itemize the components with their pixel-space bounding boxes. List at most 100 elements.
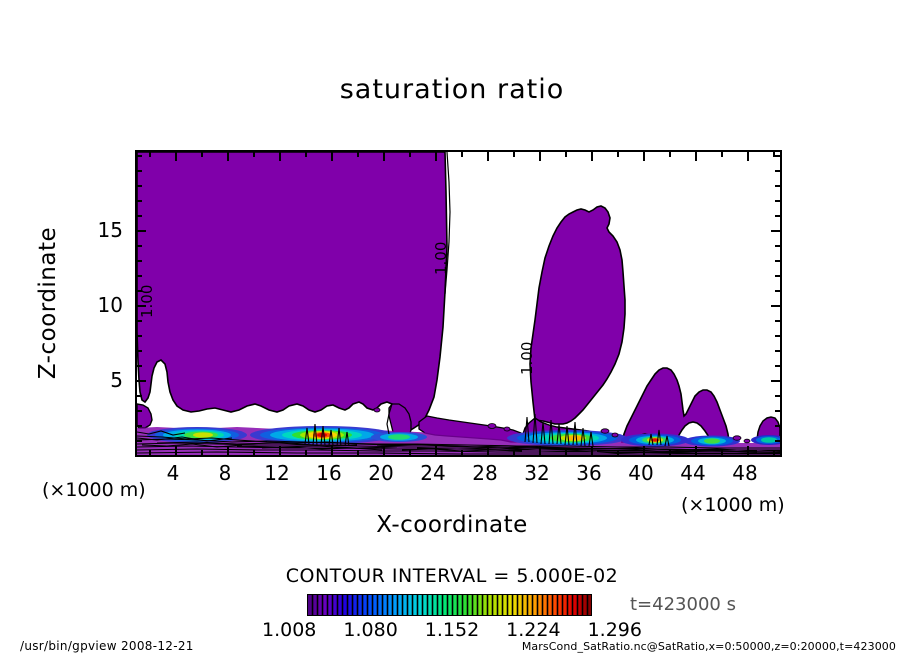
y-tick-right (775, 410, 780, 412)
y-tick-right (775, 155, 780, 157)
y-tick-right (771, 380, 780, 382)
y-tick-right (775, 200, 780, 202)
y-tick-right (771, 230, 780, 232)
x-axis-title: X-coordinate (376, 512, 528, 538)
x-tick-major (643, 446, 645, 455)
y-axis-title: Z-coordinate (35, 226, 61, 380)
highvalue-core-7 (751, 435, 780, 445)
x-tick-major (227, 446, 229, 455)
x-tick-top (279, 152, 281, 161)
colorbar-gradient (308, 595, 591, 615)
y-tick-right (775, 290, 780, 292)
x-tick-minor (721, 450, 723, 455)
y-tick-major (137, 380, 146, 382)
y-tick-minor (137, 275, 142, 277)
x-tick-top (695, 152, 697, 161)
contour-label: 1.00 (138, 284, 156, 318)
x-tick-label: 32 (524, 461, 550, 485)
x-tick-minor (201, 450, 203, 455)
x-tick-top (721, 152, 723, 157)
x-tick-major (487, 446, 489, 455)
y-tick-right (775, 440, 780, 442)
y-tick-right (775, 275, 780, 277)
y-tick-right (775, 320, 780, 322)
x-tick-top (617, 152, 619, 157)
x-tick-minor (149, 450, 151, 455)
y-tick-minor (137, 320, 142, 322)
x-tick-top (669, 152, 671, 157)
x-tick-minor (669, 450, 671, 455)
y-tick-minor (137, 290, 142, 292)
x-tick-minor (513, 450, 515, 455)
time-label: t=423000 s (630, 594, 736, 615)
y-tick-label: 15 (97, 218, 123, 242)
y-tick-minor (137, 260, 142, 262)
y-tick-minor (137, 170, 142, 172)
y-tick-minor (137, 410, 142, 412)
x-tick-top (487, 152, 489, 161)
x-tick-top (175, 152, 177, 161)
x-tick-label: 24 (420, 461, 446, 485)
x-tick-label: 44 (680, 461, 706, 485)
y-tick-right (775, 170, 780, 172)
y-tick-minor (137, 395, 142, 397)
x-tick-top (513, 152, 515, 157)
scattered-blobs (373, 407, 751, 444)
highvalue-core-5 (621, 433, 689, 447)
y-tick-minor (137, 365, 142, 367)
x-tick-label: 48 (732, 461, 758, 485)
cloud-region-central-plume (529, 205, 626, 425)
x-tick-major (591, 446, 593, 455)
x-tick-minor (409, 450, 411, 455)
footer-dataset-info: MarsCond_SatRatio.nc@SatRatio,x=0:50000,… (521, 640, 896, 653)
contour-spikes (304, 413, 670, 447)
colorbar (307, 594, 592, 616)
y-tick-minor (137, 155, 142, 157)
y-tick-minor (137, 440, 142, 442)
x-tick-top (227, 152, 229, 161)
x-axis-unit: (×1000 m) (681, 494, 785, 516)
colorbar-tick-label: 1.296 (587, 619, 642, 641)
x-tick-major (279, 446, 281, 455)
x-tick-top (357, 152, 359, 157)
x-tick-label: 36 (576, 461, 602, 485)
page-title: saturation ratio (339, 74, 565, 105)
x-tick-minor (253, 450, 255, 455)
x-tick-top (591, 152, 593, 161)
x-tick-top (643, 152, 645, 161)
x-tick-top (331, 152, 333, 161)
x-tick-minor (773, 450, 775, 455)
highvalue-core-3 (371, 432, 427, 442)
y-tick-right (771, 305, 780, 307)
x-tick-minor (461, 450, 463, 455)
x-tick-minor (617, 450, 619, 455)
x-tick-label: 8 (218, 461, 232, 485)
colorbar-tick-labels: 1.008 1.080 1.152 1.224 1.296 (262, 619, 642, 641)
y-tick-right (775, 185, 780, 187)
x-tick-label: 28 (472, 461, 498, 485)
contour-plot (137, 152, 780, 455)
cloud-region-main (137, 152, 448, 433)
x-tick-label: 20 (368, 461, 394, 485)
y-tick-right (775, 395, 780, 397)
x-tick-top (539, 152, 541, 161)
x-tick-major (383, 446, 385, 455)
highvalue-core-1 (147, 427, 247, 443)
x-tick-label: 12 (264, 461, 290, 485)
y-tick-minor (137, 185, 142, 187)
x-tick-top (747, 152, 749, 161)
x-tick-top (149, 152, 151, 157)
y-tick-right (775, 350, 780, 352)
y-tick-minor (137, 335, 142, 337)
colorbar-tick-label: 1.152 (424, 619, 480, 641)
x-tick-top (253, 152, 255, 157)
colorbar-tick-label: 1.008 (262, 619, 317, 641)
colorbar-tick-label: 1.080 (343, 619, 398, 641)
contour-interval-label: CONTOUR INTERVAL = 5.000E-02 (285, 565, 619, 587)
x-tick-major (695, 446, 697, 455)
x-tick-top (383, 152, 385, 161)
y-tick-minor (137, 350, 142, 352)
y-tick-major (137, 305, 146, 307)
x-tick-major (331, 446, 333, 455)
y-tick-right (775, 215, 780, 217)
